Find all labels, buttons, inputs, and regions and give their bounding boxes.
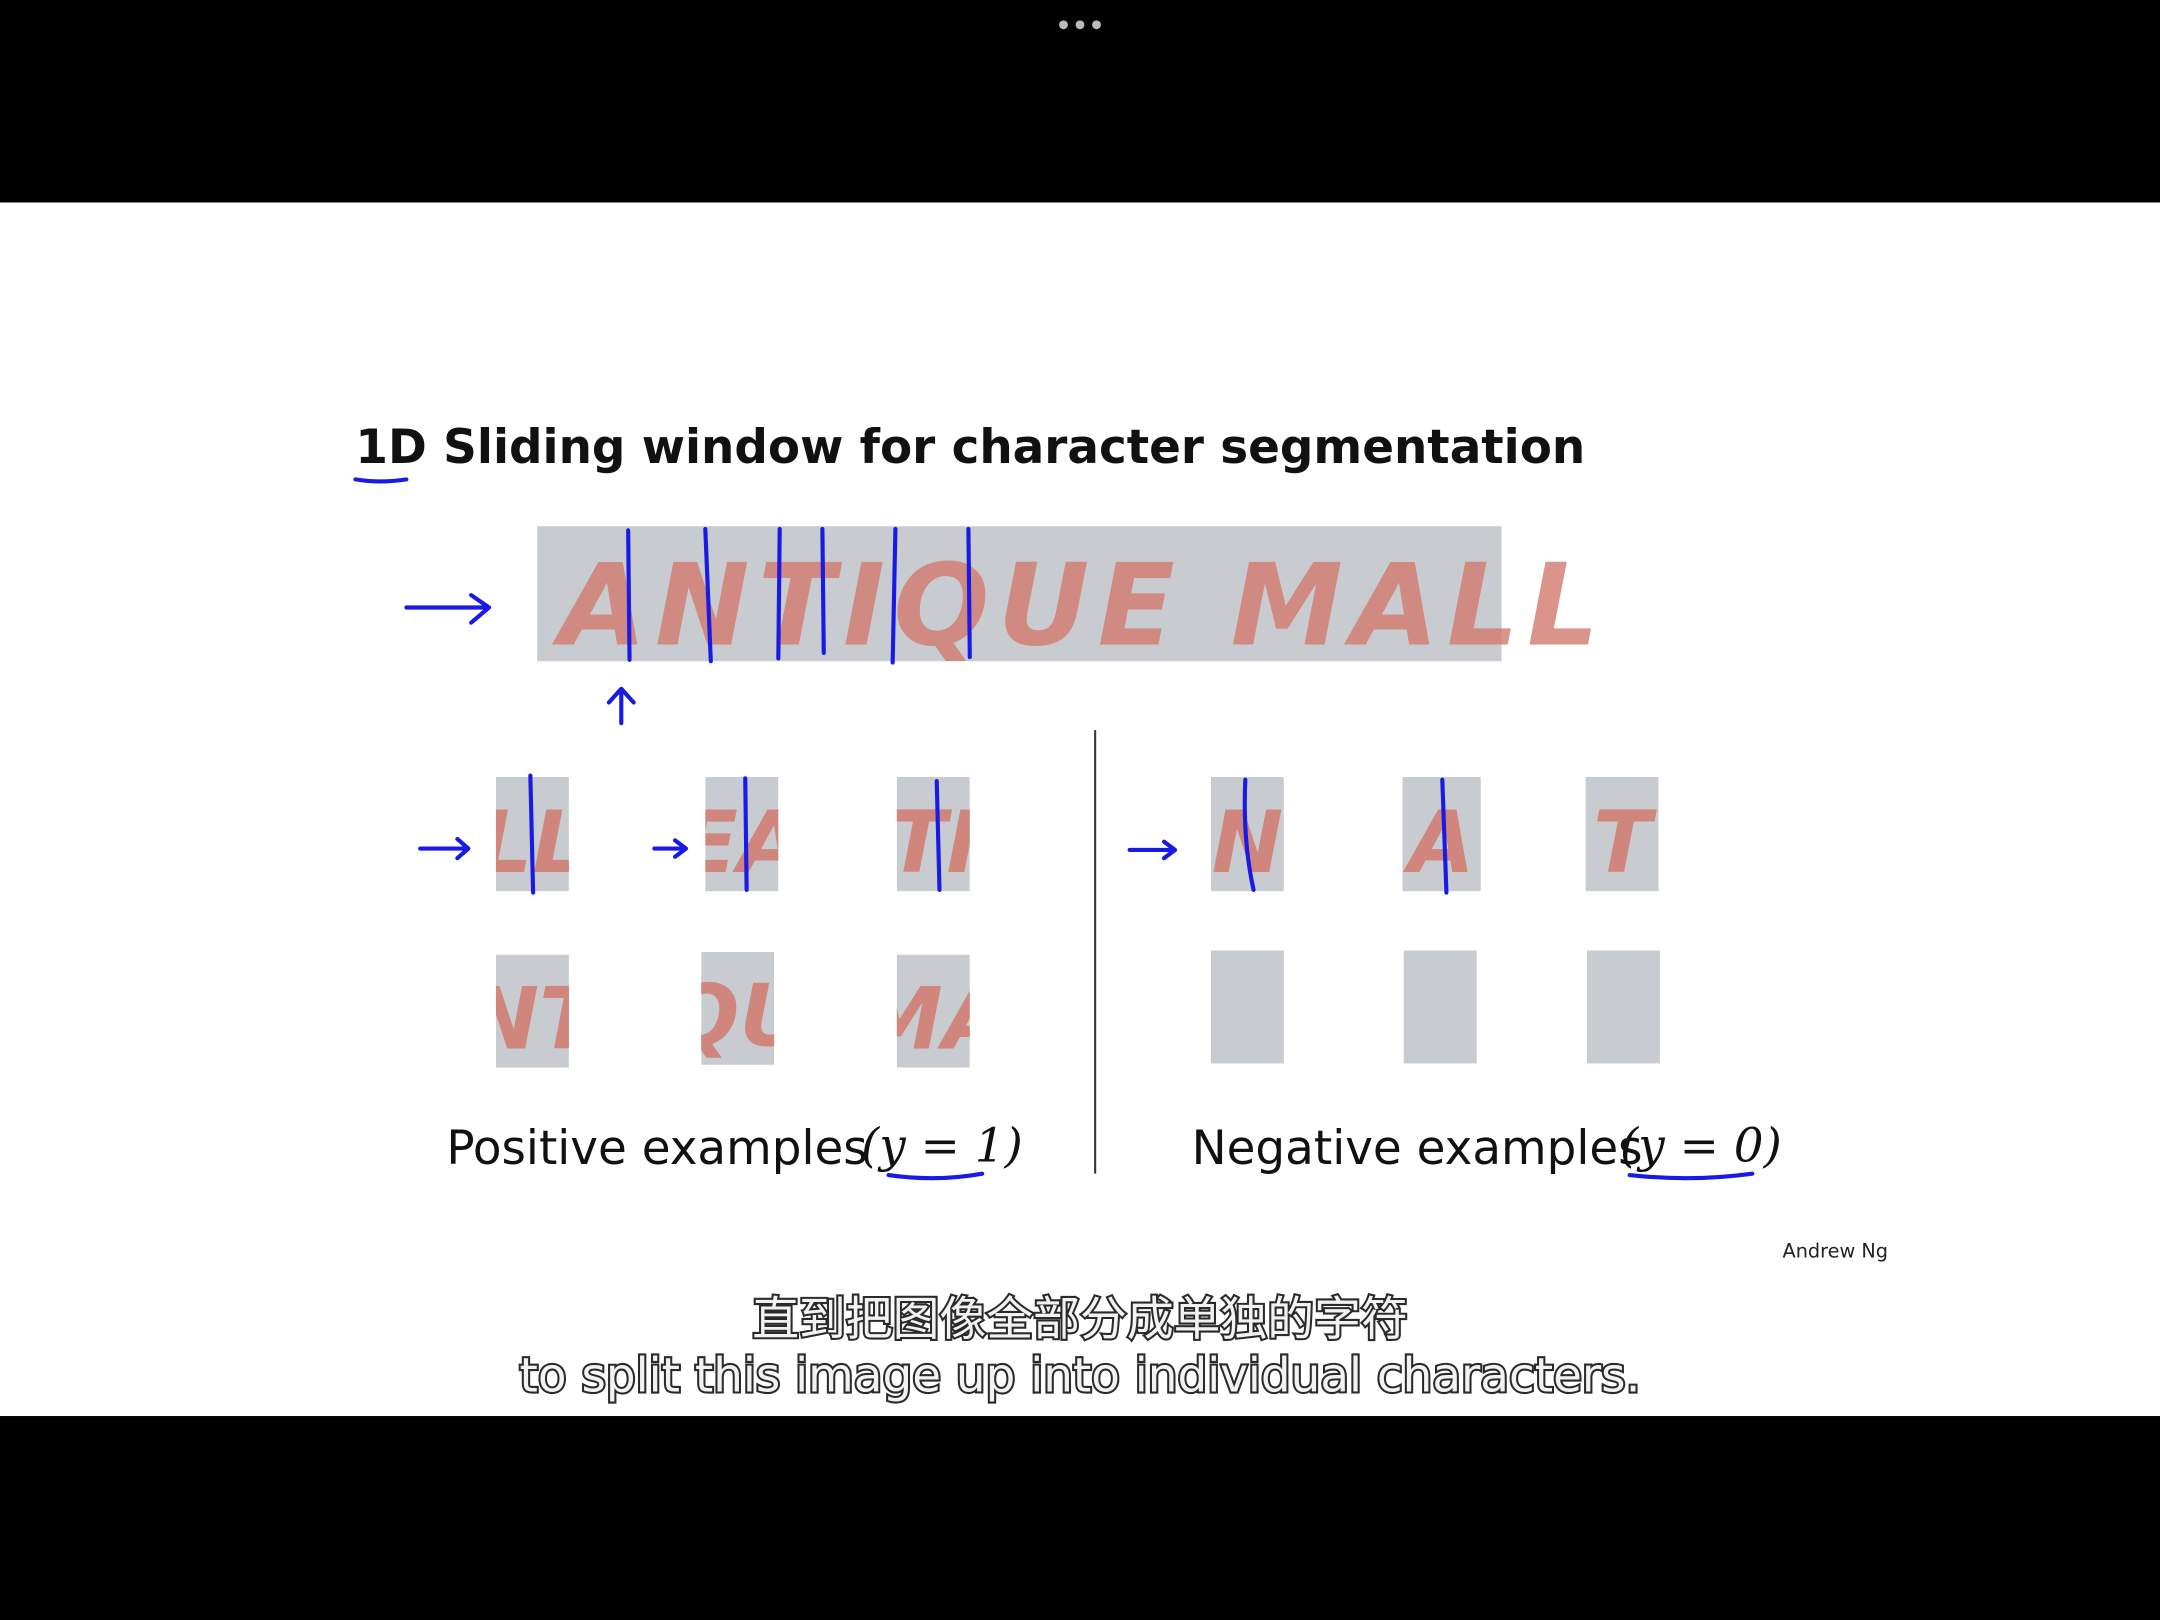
negative-formula: (y = 0) xyxy=(1620,1119,1782,1173)
patch: NT xyxy=(468,954,603,1069)
patch-bg xyxy=(896,954,970,1068)
slide xyxy=(0,202,2160,1417)
patch-text: QU xyxy=(667,968,809,1067)
patch: T xyxy=(1585,776,1659,893)
patch-text: NT xyxy=(468,970,603,1069)
positive-label: Positive examples xyxy=(446,1122,867,1176)
patch-text: A xyxy=(1403,794,1475,893)
pen-annotations xyxy=(353,477,1755,1181)
slide-title: 1D Sliding window for character segmenta… xyxy=(355,421,1585,475)
subtitle-zh: 直到把图像全部分成单独的字符 xyxy=(752,1293,1408,1347)
banner-text: ANTIQUE MALL xyxy=(551,540,1607,672)
bottom-bar xyxy=(0,1416,2160,1620)
credit: Andrew Ng xyxy=(1783,1240,1889,1263)
patch-bg xyxy=(495,954,569,1068)
patch-text: MA xyxy=(858,970,1009,1069)
patch-bg xyxy=(896,776,970,892)
menu-dots[interactable] xyxy=(1059,20,1101,30)
patch-bg xyxy=(1585,776,1659,892)
patch-text: EA xyxy=(680,794,804,893)
patch: TI xyxy=(888,776,978,893)
patch-bg xyxy=(705,776,779,892)
top-bar xyxy=(0,0,2160,203)
positive-formula: (y = 1) xyxy=(861,1119,1023,1173)
patch-bg xyxy=(701,951,775,1065)
patch-text: T xyxy=(1593,794,1657,893)
blank-patches xyxy=(1210,950,1660,1064)
banner: ANTIQUE MALL xyxy=(537,526,1607,672)
patch: EA xyxy=(680,776,804,893)
patch: MA xyxy=(858,954,1009,1069)
patch-text: TI xyxy=(888,794,978,893)
patch: QU xyxy=(667,951,809,1067)
subtitle-en: to split this image up into individual c… xyxy=(520,1349,1641,1403)
negative-label: Negative examples xyxy=(1192,1122,1643,1176)
